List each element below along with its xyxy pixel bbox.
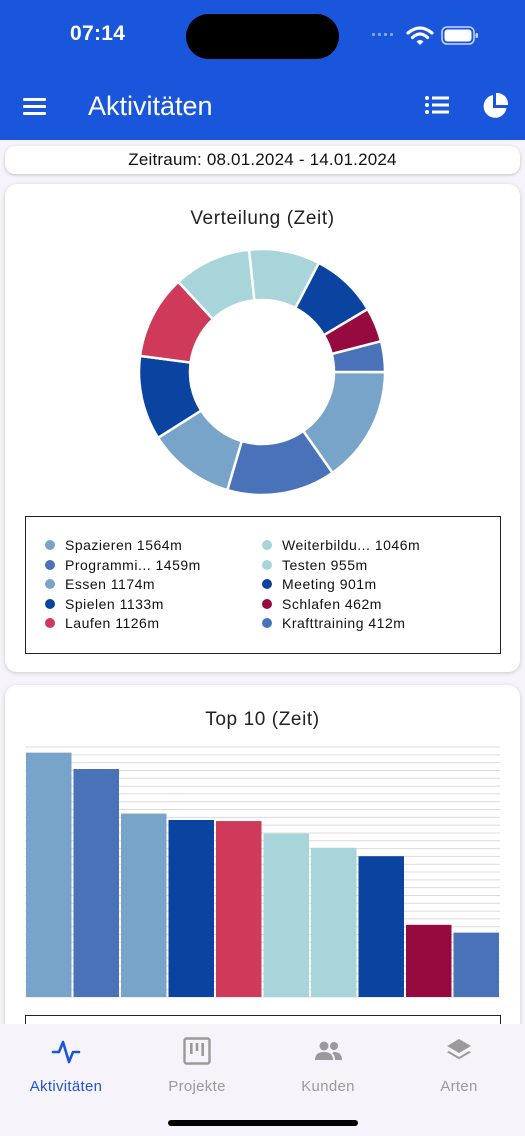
legend-dot bbox=[262, 618, 272, 628]
tab-aktivitaeten[interactable]: Aktivitäten bbox=[11, 1036, 121, 1096]
wifi-icon bbox=[406, 26, 434, 45]
legend-label: Spielen 1133m bbox=[65, 595, 164, 612]
donut-chart-title: Verteilung (Zeit) bbox=[190, 208, 335, 229]
legend-label: Krafttraining 412m bbox=[282, 615, 406, 631]
dynamic-island bbox=[186, 14, 339, 59]
bar-9 bbox=[453, 932, 499, 997]
kanban-icon bbox=[183, 1037, 211, 1065]
distribution-card: Verteilung (Zeit) Spazieren 1564m Program… bbox=[5, 184, 520, 672]
bar-8 bbox=[406, 924, 452, 997]
legend-dot bbox=[262, 579, 272, 589]
status-time: 07:14 bbox=[70, 22, 126, 45]
legend-dot bbox=[262, 598, 272, 609]
legend-dot bbox=[262, 540, 272, 550]
bar-1 bbox=[73, 769, 119, 997]
tab-arten[interactable]: Arten bbox=[404, 1036, 514, 1096]
legend-dot bbox=[45, 579, 55, 589]
bar-7 bbox=[358, 856, 404, 997]
tab-label: Arten bbox=[440, 1078, 478, 1095]
legend-label: Weiterbildu... 1046m bbox=[282, 537, 421, 553]
home-indicator bbox=[168, 1120, 358, 1126]
list-view-icon[interactable] bbox=[420, 90, 454, 122]
legend-label: Laufen 1126m bbox=[65, 615, 160, 631]
bar-chart-title: Top 10 (Zeit) bbox=[205, 709, 320, 730]
bar-6 bbox=[311, 847, 357, 997]
legend-label: Meeting 901m bbox=[282, 576, 377, 592]
legend-dot bbox=[262, 559, 272, 570]
legend-dot bbox=[45, 559, 55, 570]
tab-label: Kunden bbox=[301, 1078, 355, 1095]
legend-dot bbox=[45, 618, 55, 628]
bottom-navigation: Aktivitäten Projekte Kunden Arten bbox=[0, 1024, 525, 1136]
bar-3 bbox=[168, 819, 214, 997]
people-icon bbox=[315, 1041, 342, 1060]
bar-chart bbox=[25, 746, 500, 998]
legend-label: Programmi... 1459m bbox=[65, 556, 201, 573]
legend-label: Spazieren 1564m bbox=[65, 537, 183, 553]
legend-dot bbox=[45, 598, 55, 609]
legend-label: Essen 1174m bbox=[65, 576, 156, 592]
legend-label: Schlafen 462m bbox=[282, 595, 382, 612]
tab-kunden[interactable]: Kunden bbox=[273, 1036, 383, 1096]
donut-chart bbox=[137, 247, 387, 497]
bar-0 bbox=[26, 752, 72, 997]
bar-5 bbox=[263, 833, 309, 997]
legend-label: Testen 955m bbox=[282, 556, 368, 573]
bar-2 bbox=[121, 813, 167, 997]
activity-icon bbox=[51, 1040, 81, 1064]
app-bar: 07:14 Aktivitäten bbox=[0, 0, 525, 140]
bar-4 bbox=[216, 821, 262, 997]
date-range-selector[interactable]: Zeitraum: 08.01.2024 - 14.01.2024 bbox=[5, 146, 520, 174]
donut-slice-9 bbox=[330, 339, 387, 374]
menu-button[interactable] bbox=[18, 90, 52, 122]
tab-projekte[interactable]: Projekte bbox=[142, 1036, 252, 1096]
tab-label: Projekte bbox=[168, 1078, 226, 1095]
top10-card: Top 10 (Zeit) bbox=[5, 685, 520, 1085]
layers-icon bbox=[447, 1039, 471, 1060]
legend-dot bbox=[45, 540, 55, 550]
page-title: Aktivitäten bbox=[88, 91, 213, 121]
pie-chart-icon[interactable] bbox=[478, 90, 512, 122]
cellular-signal-icon bbox=[372, 33, 393, 36]
battery-icon bbox=[441, 26, 478, 45]
chart-legend: Spazieren 1564m Programmi... 1459m Essen 1… bbox=[25, 516, 501, 654]
tab-label: Aktivitäten bbox=[29, 1078, 103, 1095]
